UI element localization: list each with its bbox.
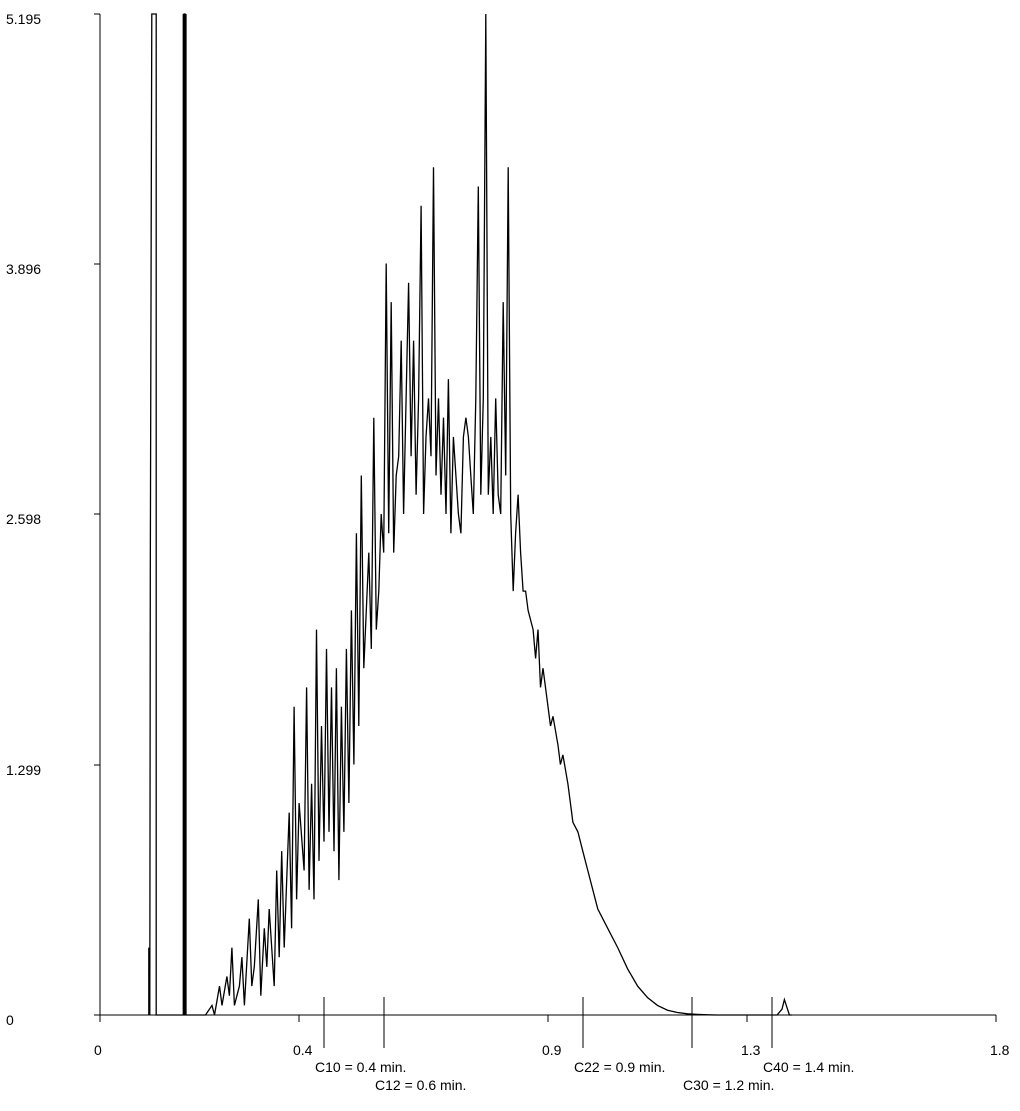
y-tick-label: 3.896 <box>6 261 41 277</box>
x-tick-label: 1.3 <box>741 1042 761 1058</box>
series-line <box>148 13 792 1016</box>
x-tick-label: 0.4 <box>293 1042 313 1058</box>
x-tick-label: 0 <box>94 1042 102 1058</box>
marker-label: C12 = 0.6 min. <box>375 1077 466 1093</box>
retention-markers: C10 = 0.4 min. C12 = 0.6 min. C22 = 0.9 mi… <box>315 997 854 1093</box>
chart-series <box>148 13 792 1016</box>
marker-label: C40 = 1.4 min. <box>763 1059 854 1075</box>
x-tick-label: 0.9 <box>542 1042 562 1058</box>
marker-label: C10 = 0.4 min. <box>315 1059 406 1075</box>
y-axis: 0 1.299 2.598 3.896 5.195 <box>6 11 101 1028</box>
marker-label: C30 = 1.2 min. <box>683 1077 774 1093</box>
x-axis: 0 0.4 0.9 1.3 1.8 <box>94 1014 1010 1058</box>
y-tick-label: 0 <box>6 1012 14 1028</box>
y-tick-label: 5.195 <box>6 11 41 27</box>
x-tick-label: 1.8 <box>990 1042 1010 1058</box>
y-tick-label: 2.598 <box>6 511 41 527</box>
marker-label: C22 = 0.9 min. <box>574 1059 665 1075</box>
y-tick-label: 1.299 <box>6 762 41 778</box>
